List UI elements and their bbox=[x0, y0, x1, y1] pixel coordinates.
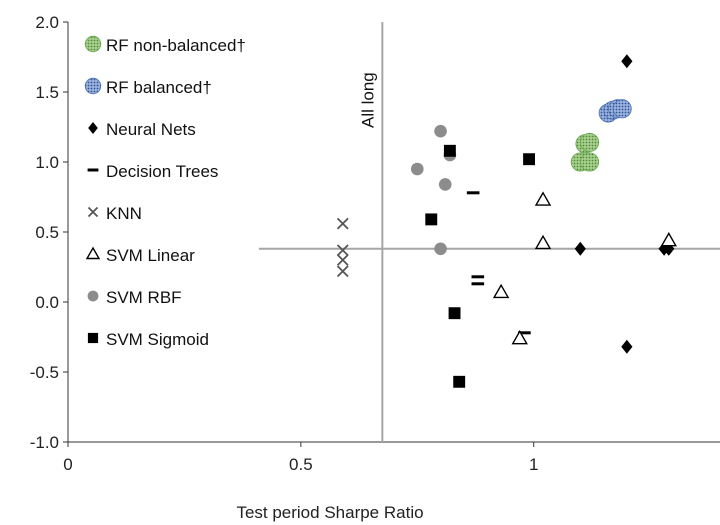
legend-marker bbox=[84, 35, 102, 53]
data-point bbox=[443, 144, 456, 157]
data-point bbox=[466, 191, 480, 195]
legend-marker bbox=[87, 168, 99, 172]
data-point bbox=[453, 375, 466, 388]
y-tick-label: -0.5 bbox=[30, 363, 59, 382]
reference-lines: All long bbox=[258, 22, 720, 442]
series-3 bbox=[466, 191, 531, 335]
legend-label: RF non-balanced† bbox=[106, 36, 246, 55]
series-1 bbox=[598, 99, 632, 123]
data-point bbox=[336, 254, 349, 266]
series-4 bbox=[336, 217, 349, 278]
data-point bbox=[534, 191, 552, 206]
series-5 bbox=[492, 191, 677, 345]
data-points bbox=[336, 54, 677, 388]
data-point bbox=[511, 329, 528, 345]
data-point bbox=[580, 132, 600, 152]
y-tick-label: 0.0 bbox=[35, 293, 59, 312]
data-point bbox=[336, 265, 349, 278]
legend-marker bbox=[87, 290, 99, 302]
series-7 bbox=[425, 144, 536, 388]
legend-marker bbox=[87, 206, 99, 218]
legend-label: SVM RBF bbox=[106, 288, 182, 307]
data-point bbox=[518, 331, 531, 335]
series-0 bbox=[570, 132, 600, 172]
data-point bbox=[336, 244, 349, 257]
data-point bbox=[612, 99, 632, 119]
legend-marker bbox=[88, 122, 98, 134]
x-tick-label: 0 bbox=[63, 455, 72, 474]
legend-marker bbox=[85, 246, 101, 260]
data-point bbox=[580, 152, 600, 172]
series-2 bbox=[574, 54, 675, 354]
x-tick-label: 0.5 bbox=[289, 455, 313, 474]
legend-marker bbox=[84, 77, 102, 95]
x-axis-title: Test period Sharpe Ratio bbox=[236, 503, 423, 522]
data-point bbox=[434, 242, 447, 256]
legend-label: KNN bbox=[106, 204, 142, 223]
legend-marker bbox=[87, 332, 99, 344]
y-tick-label: 1.5 bbox=[35, 83, 59, 102]
series-6 bbox=[410, 124, 457, 256]
legend-label: RF balanced† bbox=[106, 78, 212, 97]
legend-label: Neural Nets bbox=[106, 120, 196, 139]
data-point bbox=[438, 178, 452, 191]
data-point bbox=[621, 54, 633, 69]
data-point bbox=[621, 339, 633, 354]
data-point bbox=[425, 213, 438, 226]
legend-label: SVM Linear bbox=[106, 246, 195, 265]
y-tick-label: 1.0 bbox=[35, 153, 59, 172]
data-point bbox=[336, 217, 349, 230]
legend: RF non-balanced† RF balanced† Neural Nets D… bbox=[84, 35, 246, 349]
axes: -1.0 -0.5 0.0 0.5 1.0 1.5 2.0 0 0.5 1 bbox=[30, 13, 720, 474]
y-tick-label: 0.5 bbox=[35, 223, 59, 242]
data-point bbox=[471, 275, 485, 279]
y-tick-label: 2.0 bbox=[35, 13, 59, 32]
data-point bbox=[660, 231, 677, 247]
legend-label: Decision Trees bbox=[106, 162, 218, 181]
x-tick-label: 1 bbox=[529, 455, 538, 474]
legend-label: SVM Sigmoid bbox=[106, 330, 209, 349]
all-long-label: All long bbox=[358, 72, 377, 128]
data-point bbox=[523, 153, 536, 166]
y-tick-label: -1.0 bbox=[30, 433, 59, 452]
data-point bbox=[574, 241, 586, 256]
data-point bbox=[471, 282, 485, 286]
data-point bbox=[448, 307, 461, 320]
data-point bbox=[410, 162, 424, 176]
data-point bbox=[534, 234, 552, 250]
data-point bbox=[434, 124, 447, 138]
data-point bbox=[492, 283, 510, 299]
